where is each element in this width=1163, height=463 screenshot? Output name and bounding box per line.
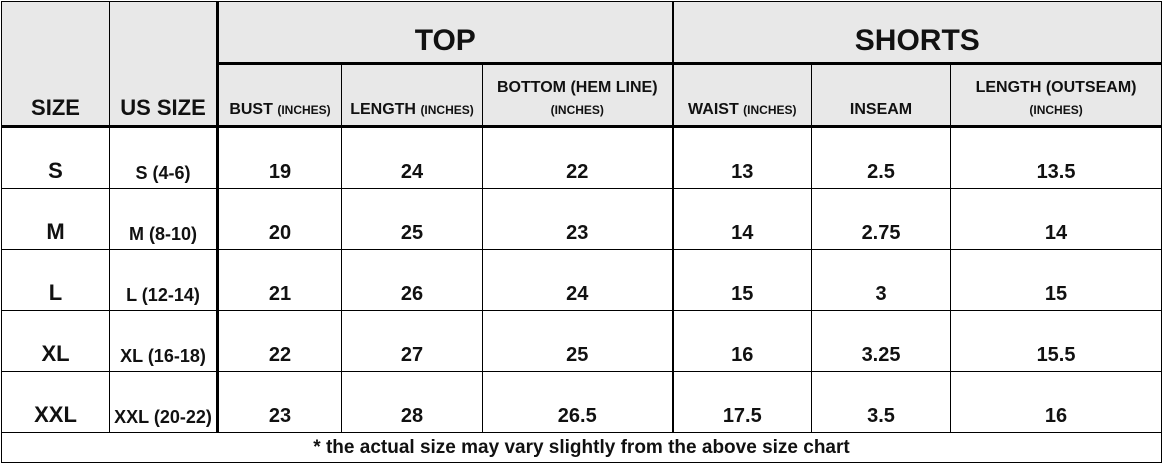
outseam-unit: (INCHES) [1029,103,1083,117]
cell-waist: 13 [671,126,813,189]
cell-bust: 22 [216,310,342,372]
cell-us: XL (16-18) [109,310,218,372]
cell-us: XXL (20-22) [109,371,218,433]
size-header: SIZE [1,1,110,128]
cell-waist: 16 [671,310,813,372]
bottom-hem-unit: (INCHES) [550,103,604,117]
bust-label: BUST [229,101,273,118]
waist-label: WAIST [688,101,739,118]
cell-size: M [1,188,110,250]
table-row: XL XL (16-18) 22 27 25 16 3.25 15.5 [1,310,1163,372]
footnote: * the actual size may vary slightly from… [0,432,1163,463]
cell-inseam: 3.5 [811,371,952,433]
cell-waist: 14 [671,188,813,250]
cell-bottom: 23 [481,188,674,250]
cell-us: M (8-10) [109,188,218,250]
length-label: LENGTH [350,101,416,118]
cell-outseam: 15.5 [950,310,1163,372]
outseam-label: LENGTH (OUTSEAM) [975,79,1137,96]
cell-inseam: 3 [811,249,952,311]
cell-bottom: 22 [481,126,674,189]
cell-length: 27 [341,310,483,372]
cell-size: L [1,249,110,311]
inseam-label: INSEAM [849,101,913,118]
cell-inseam: 2.75 [811,188,952,250]
inseam-header: INSEAM [811,63,952,128]
cell-length: 28 [341,371,483,433]
cell-bottom: 24 [481,249,674,311]
group-header-row: SIZE US SIZE TOP SHORTS [1,1,1163,128]
cell-bust: 23 [216,371,342,433]
cell-us: L (12-14) [109,249,218,311]
cell-length: 26 [341,249,483,311]
cell-bottom: 25 [481,310,674,372]
cell-outseam: 14 [950,188,1163,250]
cell-waist: 17.5 [671,371,813,433]
column-header-row: BUST (INCHES) LENGTH (INCHES) BOTTOM (HE… [2,63,1163,128]
cell-inseam: 2.5 [811,126,952,189]
cell-waist: 15 [671,249,813,311]
footnote-row: * the actual size may vary slightly from… [0,432,1163,463]
cell-size: S [1,126,110,189]
length-header: LENGTH (INCHES) [341,63,483,128]
cell-outseam: 13.5 [950,126,1163,189]
top-group-header: TOP [215,1,674,65]
outseam-header: LENGTH (OUTSEAM) (INCHES) [950,63,1163,128]
cell-size: XL [1,310,110,372]
bust-header: BUST (INCHES) [216,63,342,128]
cell-bust: 20 [216,188,342,250]
cell-us: S (4-6) [109,126,218,189]
bottom-hem-header: BOTTOM (HEM LINE) (INCHES) [481,63,674,128]
cell-outseam: 15 [950,249,1163,311]
table-row: XXL XXL (20-22) 23 28 26.5 17.5 3.5 16 [1,371,1163,433]
us-size-header: US SIZE [109,1,218,128]
size-header-label: SIZE [31,95,80,120]
cell-outseam: 16 [950,371,1163,433]
bust-unit: (INCHES) [277,103,331,117]
shorts-group-header: SHORTS [671,1,1163,65]
cell-bust: 19 [216,126,342,189]
cell-length: 25 [341,188,483,250]
cell-size: XXL [1,371,110,433]
waist-header: WAIST (INCHES) [671,63,813,128]
cell-bottom: 26.5 [481,371,674,433]
length-unit: (INCHES) [420,103,474,117]
us-size-header-label: US SIZE [120,95,206,120]
cell-bust: 21 [216,249,342,311]
cell-inseam: 3.25 [811,310,952,372]
cell-length: 24 [341,126,483,189]
waist-unit: (INCHES) [743,103,797,117]
bottom-hem-label: BOTTOM (HEM LINE) [496,79,658,96]
